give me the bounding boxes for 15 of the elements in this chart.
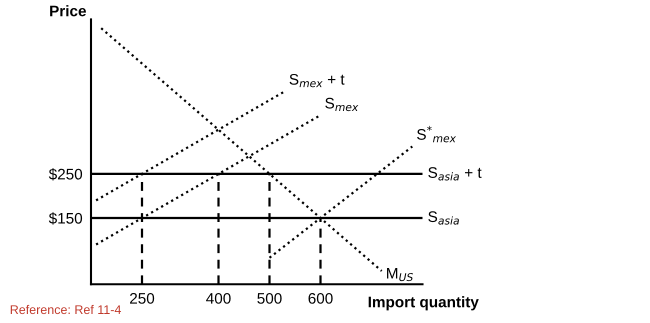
ref-line-label: S$_{asia}$ + t xyxy=(428,167,482,180)
x-tick-label: 600 xyxy=(308,292,333,304)
x-tick-label: 250 xyxy=(130,292,154,304)
ref-line-label: S$_{asia}$ xyxy=(428,211,459,225)
y-tick-label: $250 xyxy=(48,168,82,180)
text: Reference: Ref 11-4 xyxy=(10,304,122,314)
x-tick-label: 500 xyxy=(257,292,282,304)
x-tick-label: 400 xyxy=(206,292,231,304)
series-label: S$_{mex}$ xyxy=(325,98,358,112)
series-label: M$_{US}$ xyxy=(387,268,413,282)
y-tick-label: $150 xyxy=(48,212,82,225)
y-axis-title: Price xyxy=(50,5,86,16)
series-label: S$_{mex}$ + t xyxy=(290,74,345,88)
x-axis-title: Import quantity xyxy=(368,296,479,310)
series-label: S$^{*}$$_{mex}$ xyxy=(417,126,456,142)
